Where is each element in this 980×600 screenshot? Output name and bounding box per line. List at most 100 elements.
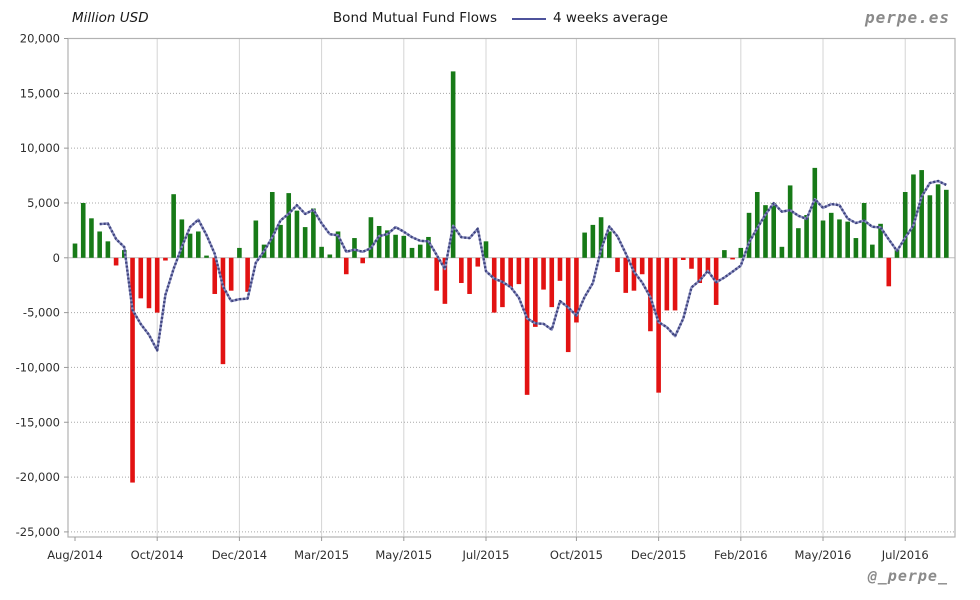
bar-positive xyxy=(105,241,111,258)
axis-ticks xyxy=(64,38,906,541)
bar-negative xyxy=(672,257,678,311)
bar-positive xyxy=(738,247,744,258)
x-tick-label: Feb/2016 xyxy=(714,548,768,562)
bar-positive xyxy=(253,220,259,258)
bar-positive xyxy=(919,170,924,258)
bar-positive xyxy=(763,205,768,258)
bar-negative xyxy=(549,257,555,308)
bar-positive xyxy=(393,234,398,258)
y-tick-label: 0 xyxy=(53,251,60,265)
watermark-site: perpe.es xyxy=(864,8,950,27)
bar-negative xyxy=(680,257,686,260)
bar-positive xyxy=(771,202,776,258)
bar-negative xyxy=(524,257,530,395)
bar-positive xyxy=(97,231,102,258)
average-line-hatch xyxy=(99,179,947,352)
x-tick-label: Aug/2014 xyxy=(47,548,103,562)
bar-positive xyxy=(894,249,900,258)
flow-bars xyxy=(72,71,949,483)
bar-negative xyxy=(574,257,579,323)
bar-negative xyxy=(442,257,448,304)
bar-positive xyxy=(417,244,423,258)
bar-positive xyxy=(311,208,316,258)
bar-positive xyxy=(80,202,86,258)
bar-positive xyxy=(861,202,867,258)
bar-positive xyxy=(302,227,308,258)
bar-positive xyxy=(812,167,818,258)
bar-positive xyxy=(179,219,185,258)
y-tick-label: -5,000 xyxy=(23,306,60,320)
bar-negative xyxy=(343,257,349,275)
bar-positive xyxy=(787,185,793,258)
legend-label: 4 weeks average xyxy=(553,10,668,26)
x-tick-label: Dec/2014 xyxy=(212,548,267,562)
bar-positive xyxy=(368,217,374,258)
bar-positive xyxy=(779,246,785,258)
y-tick-label: 15,000 xyxy=(20,86,60,100)
bar-negative xyxy=(113,257,119,266)
y-tick-label: 10,000 xyxy=(20,141,60,155)
axis-labels: 20,000 15,000 10,000 5,000 0 -5,000 -10,000 -15… xyxy=(16,32,929,563)
bar-positive xyxy=(278,224,283,258)
bar-negative xyxy=(541,257,546,290)
bar-positive xyxy=(853,238,859,258)
bar-positive xyxy=(483,241,489,258)
y-tick-label: -25,000 xyxy=(16,525,60,539)
bar-positive xyxy=(89,218,94,258)
bar-negative xyxy=(648,257,653,332)
bar-positive xyxy=(590,224,596,258)
bar-negative xyxy=(360,257,365,264)
bar-negative xyxy=(245,257,250,292)
bar-negative xyxy=(508,257,513,288)
bar-positive xyxy=(911,174,916,258)
bar-positive xyxy=(171,194,176,258)
bar-negative xyxy=(228,257,234,291)
bar-positive xyxy=(746,212,752,258)
bar-negative xyxy=(557,257,563,281)
bar-negative xyxy=(565,257,571,353)
x-tick-label: Mar/2015 xyxy=(294,548,349,562)
y-tick-label: -15,000 xyxy=(16,415,60,429)
bar-positive xyxy=(878,223,883,258)
y-tick-label: 20,000 xyxy=(20,32,60,46)
x-tick-label: Jul/2016 xyxy=(881,548,929,562)
bar-positive xyxy=(335,231,341,258)
bar-positive xyxy=(426,236,431,258)
bar-positive xyxy=(72,243,78,258)
average-line xyxy=(99,179,947,352)
bar-positive xyxy=(204,255,209,258)
bar-positive xyxy=(376,225,382,258)
y-tick-label: 5,000 xyxy=(27,196,60,210)
bar-positive xyxy=(352,238,357,258)
legend: 4 weeks average xyxy=(512,10,668,26)
bar-negative xyxy=(639,257,645,275)
x-tick-label: May/2016 xyxy=(795,548,852,562)
bar-positive xyxy=(598,217,604,258)
bar-negative xyxy=(475,257,481,267)
footer-handle: @_perpe_ xyxy=(867,567,948,585)
bar-negative xyxy=(533,257,538,327)
bar-positive xyxy=(237,247,242,258)
bar-positive xyxy=(401,235,407,258)
bar-positive xyxy=(944,189,949,258)
bar-positive xyxy=(582,232,587,258)
bar-negative xyxy=(697,257,703,284)
bar-positive xyxy=(870,244,875,258)
bar-negative xyxy=(459,257,464,284)
y-tick-label: -10,000 xyxy=(16,360,60,374)
x-tick-label: May/2015 xyxy=(375,548,432,562)
bar-negative xyxy=(434,257,439,291)
bar-negative xyxy=(730,257,735,260)
bar-negative xyxy=(615,257,620,273)
bar-positive xyxy=(820,220,826,258)
bar-negative xyxy=(163,257,168,261)
bar-positive xyxy=(187,233,193,258)
bar-negative xyxy=(516,257,522,285)
bar-negative xyxy=(467,257,472,294)
bar-positive xyxy=(327,254,333,258)
bar-negative xyxy=(705,257,711,273)
bar-positive xyxy=(828,212,834,258)
x-tick-label: Oct/2014 xyxy=(131,548,184,562)
